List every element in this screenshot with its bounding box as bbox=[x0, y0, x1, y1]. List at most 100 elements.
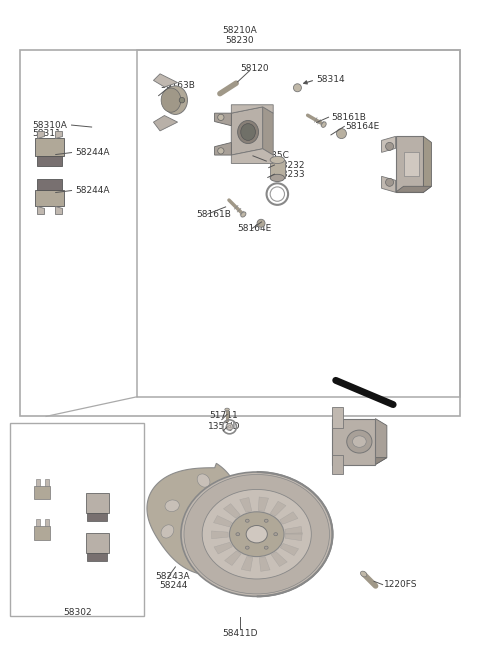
Ellipse shape bbox=[238, 121, 259, 144]
Polygon shape bbox=[36, 207, 44, 214]
Ellipse shape bbox=[264, 546, 268, 549]
Polygon shape bbox=[270, 501, 286, 516]
Polygon shape bbox=[87, 513, 108, 521]
Text: 58314: 58314 bbox=[317, 75, 345, 85]
Text: 58163B: 58163B bbox=[160, 81, 195, 91]
Ellipse shape bbox=[322, 122, 326, 127]
Polygon shape bbox=[259, 557, 270, 571]
Text: 58244A: 58244A bbox=[75, 148, 109, 157]
Polygon shape bbox=[382, 136, 396, 152]
Polygon shape bbox=[258, 497, 268, 512]
Polygon shape bbox=[231, 105, 273, 113]
Text: 58311: 58311 bbox=[32, 129, 60, 138]
Text: 58233: 58233 bbox=[276, 170, 304, 178]
Polygon shape bbox=[87, 553, 108, 562]
Polygon shape bbox=[231, 149, 273, 163]
Ellipse shape bbox=[184, 474, 329, 594]
Polygon shape bbox=[35, 138, 63, 155]
Ellipse shape bbox=[270, 156, 285, 163]
Text: 58244: 58244 bbox=[159, 581, 187, 590]
Bar bbox=[10, 423, 144, 616]
Circle shape bbox=[385, 178, 394, 186]
Text: 58310A: 58310A bbox=[32, 121, 67, 130]
Bar bbox=[137, 50, 460, 397]
Text: 58161B: 58161B bbox=[196, 210, 231, 218]
Polygon shape bbox=[36, 520, 39, 526]
Ellipse shape bbox=[202, 489, 312, 579]
Text: 58210A: 58210A bbox=[223, 26, 257, 35]
Ellipse shape bbox=[198, 547, 210, 561]
Text: 58120: 58120 bbox=[240, 64, 269, 73]
Polygon shape bbox=[225, 551, 241, 565]
Polygon shape bbox=[55, 207, 62, 214]
Ellipse shape bbox=[161, 525, 174, 538]
Ellipse shape bbox=[246, 525, 267, 543]
Ellipse shape bbox=[229, 512, 284, 556]
Polygon shape bbox=[423, 136, 432, 192]
Polygon shape bbox=[263, 107, 273, 155]
Polygon shape bbox=[280, 543, 299, 556]
Polygon shape bbox=[34, 486, 50, 499]
Text: 1351JD: 1351JD bbox=[208, 422, 241, 431]
Text: 58232: 58232 bbox=[276, 161, 304, 169]
Polygon shape bbox=[85, 493, 109, 513]
Text: 58164E: 58164E bbox=[345, 122, 380, 131]
Ellipse shape bbox=[241, 123, 255, 140]
Ellipse shape bbox=[165, 500, 180, 512]
Polygon shape bbox=[46, 520, 49, 526]
Polygon shape bbox=[382, 176, 396, 192]
Polygon shape bbox=[285, 527, 302, 534]
Polygon shape bbox=[46, 480, 49, 486]
Ellipse shape bbox=[347, 430, 372, 453]
Polygon shape bbox=[55, 131, 62, 138]
Polygon shape bbox=[36, 480, 39, 486]
Text: 58411D: 58411D bbox=[222, 628, 258, 638]
Polygon shape bbox=[212, 531, 228, 539]
Polygon shape bbox=[147, 463, 275, 575]
Text: 1220FS: 1220FS bbox=[384, 580, 417, 589]
Polygon shape bbox=[332, 407, 343, 428]
Ellipse shape bbox=[181, 472, 333, 596]
Ellipse shape bbox=[161, 88, 181, 112]
Polygon shape bbox=[34, 526, 50, 540]
Ellipse shape bbox=[163, 86, 188, 114]
Ellipse shape bbox=[236, 533, 240, 536]
Polygon shape bbox=[224, 504, 240, 518]
Text: 58235C: 58235C bbox=[254, 152, 289, 160]
Polygon shape bbox=[285, 533, 302, 541]
Ellipse shape bbox=[264, 519, 268, 522]
Polygon shape bbox=[332, 455, 343, 474]
Polygon shape bbox=[214, 516, 232, 527]
Text: 58243A: 58243A bbox=[156, 572, 190, 581]
Ellipse shape bbox=[225, 408, 229, 411]
Circle shape bbox=[179, 97, 185, 103]
Text: 58164E: 58164E bbox=[237, 224, 272, 233]
Polygon shape bbox=[332, 419, 375, 464]
Polygon shape bbox=[396, 136, 423, 192]
Circle shape bbox=[293, 84, 301, 92]
Polygon shape bbox=[36, 131, 44, 138]
Text: 51711: 51711 bbox=[209, 411, 238, 420]
Circle shape bbox=[336, 129, 347, 138]
Polygon shape bbox=[343, 458, 387, 464]
Ellipse shape bbox=[186, 497, 237, 539]
Ellipse shape bbox=[274, 533, 277, 536]
Polygon shape bbox=[154, 115, 178, 131]
Polygon shape bbox=[271, 552, 287, 567]
Text: @: @ bbox=[226, 424, 233, 430]
Polygon shape bbox=[280, 512, 298, 524]
Ellipse shape bbox=[360, 571, 367, 577]
Polygon shape bbox=[404, 152, 420, 176]
Circle shape bbox=[218, 114, 224, 121]
Ellipse shape bbox=[352, 436, 366, 447]
Polygon shape bbox=[375, 419, 387, 464]
Ellipse shape bbox=[241, 212, 246, 217]
Polygon shape bbox=[36, 180, 62, 190]
Circle shape bbox=[226, 423, 233, 430]
Text: 58230: 58230 bbox=[226, 35, 254, 45]
Polygon shape bbox=[231, 107, 263, 155]
Circle shape bbox=[218, 148, 224, 154]
Text: 58161B: 58161B bbox=[331, 113, 366, 122]
Bar bbox=[20, 50, 460, 417]
Ellipse shape bbox=[245, 546, 249, 549]
